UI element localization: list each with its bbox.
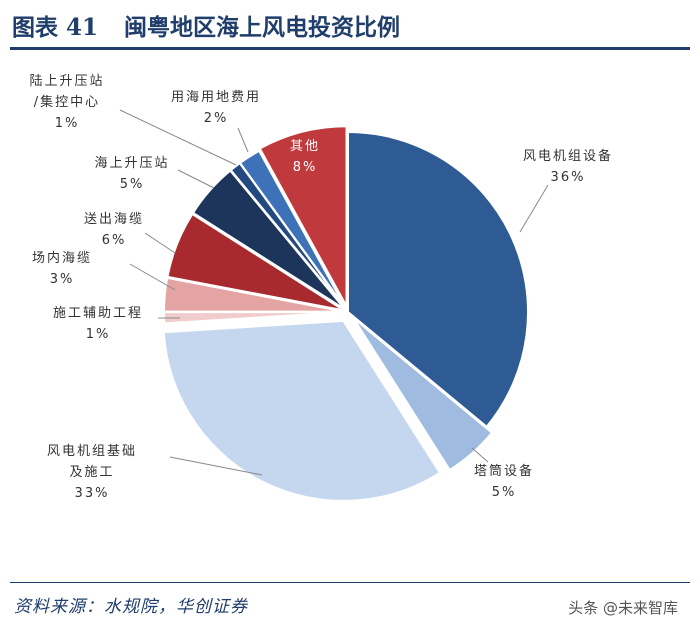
figure-number: 图表 41 (12, 14, 99, 41)
footer-rule (10, 582, 690, 583)
leader-line (519, 184, 549, 233)
leader-line (177, 169, 215, 189)
slice-label: 陆上升压站/集控中心 1% (29, 73, 104, 131)
pie-slice (238, 149, 347, 310)
pie-slice (166, 212, 345, 312)
slice-label: 海上升压站 5% (94, 156, 169, 192)
pie-slice (163, 276, 345, 313)
slice-label: 风电机组基础及施工 33% (47, 444, 137, 501)
slice-label: 用海用地费用 2% (171, 90, 261, 126)
chart-title: 闽粤地区海上风电投资比例 (124, 14, 401, 41)
slice-label: 场内海缆 3% (32, 250, 92, 287)
slice-label: 施工辅助工程 1% (53, 306, 143, 342)
title-rule (10, 47, 690, 50)
pie-slice (258, 125, 348, 307)
slice-label: 送出海缆 6% (84, 211, 144, 248)
slice-label: 风电机组设备 36% (523, 148, 613, 185)
pie-slice (352, 317, 494, 472)
leader-line (119, 109, 237, 166)
source-note: 资料来源：水规院，华创证券 (14, 597, 248, 617)
slice-label: 其他 8% (290, 139, 320, 175)
leader-line (237, 127, 249, 153)
figure-title: 图表 41 闽粤地区海上风电投资比例 (12, 8, 400, 42)
pie-slice (162, 319, 442, 502)
pie-slices (162, 125, 529, 502)
pie-slice (347, 130, 529, 429)
leader-line (471, 447, 489, 463)
leader-line (144, 232, 176, 254)
leader-line (129, 263, 176, 291)
leader-line (169, 456, 263, 476)
leader-lines (119, 109, 549, 476)
pie-chart: 风电机组设备 36% 塔筒设备 5% 风电机组基础及施工 33% 施工辅助工程 1% 场内海缆 3… (29, 73, 613, 502)
watermark: 头条 @未来智库 (568, 599, 678, 617)
slice-label: 塔筒设备 5% (474, 463, 534, 500)
slice-labels: 风电机组设备 36% 塔筒设备 5% 风电机组基础及施工 33% 施工辅助工程 1% 场内海缆 3… (29, 73, 613, 501)
